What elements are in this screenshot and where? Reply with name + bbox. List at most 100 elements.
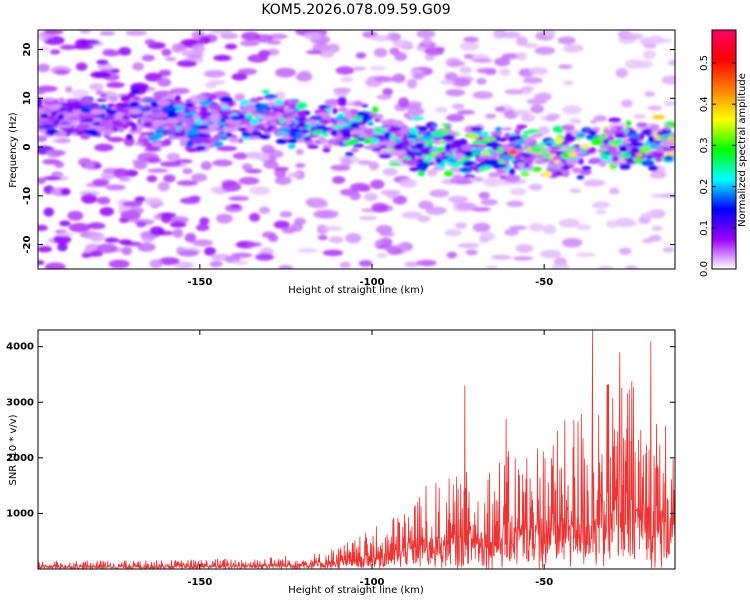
heatmap-blob xyxy=(107,136,125,143)
heatmap-blob xyxy=(322,249,344,257)
heatmap-blob xyxy=(440,79,456,85)
heatmap-blob xyxy=(421,38,433,46)
heatmap-blob xyxy=(360,133,371,139)
heatmap-blob xyxy=(569,118,582,125)
snr-y-ticks: 1000 2000 3000 4000 xyxy=(6,342,675,519)
heatmap-blob xyxy=(407,107,425,116)
heatmap-blob xyxy=(328,236,344,244)
heatmap-blob xyxy=(451,78,471,87)
heatmap-blob xyxy=(258,206,271,214)
heatmap-blob xyxy=(667,59,675,66)
heatmap-blob xyxy=(287,138,298,144)
heatmap-blob xyxy=(535,92,552,102)
heatmap-blob xyxy=(428,127,436,133)
heatmap-blob xyxy=(80,133,90,140)
heatmap-blob xyxy=(376,94,392,100)
heatmap-blob xyxy=(358,185,371,192)
heatmap-blob xyxy=(95,90,104,95)
heatmap-blob xyxy=(120,210,141,220)
heatmap-blob xyxy=(275,138,288,145)
heatmap-blob xyxy=(161,48,172,57)
heatmap-blob xyxy=(255,253,274,261)
heatmap-blob xyxy=(456,202,478,211)
heatmap-blob xyxy=(123,136,135,147)
heatmap-blob xyxy=(151,141,162,147)
heatmap-blob xyxy=(313,210,331,219)
heatmap-blob xyxy=(354,100,363,107)
heatmap-blob xyxy=(297,110,307,118)
heatmap-blob xyxy=(404,160,419,165)
heatmap-blob xyxy=(199,105,209,113)
heatmap-blob xyxy=(415,152,423,157)
heatmap-blob xyxy=(322,133,330,137)
heatmap-blob xyxy=(460,144,474,151)
heatmap-blob xyxy=(218,135,229,141)
heatmap-blob xyxy=(664,124,671,131)
heatmap-blob xyxy=(203,69,226,78)
heatmap-blob xyxy=(208,123,221,129)
x-tick-label: -150 xyxy=(187,577,212,588)
heatmap-blob xyxy=(122,115,130,119)
heatmap-blob xyxy=(57,97,66,105)
heatmap-blob xyxy=(100,171,116,180)
heatmap-blob xyxy=(241,132,252,138)
heatmap-blob xyxy=(199,217,210,226)
heatmap-blob xyxy=(464,173,472,178)
heatmap-blob xyxy=(370,35,392,42)
heatmap-blob xyxy=(475,148,485,152)
heatmap-blob xyxy=(149,226,165,236)
heatmap-blob xyxy=(472,176,484,182)
heatmap-blob xyxy=(562,105,582,115)
heatmap-blob xyxy=(144,72,163,82)
heatmap-blob xyxy=(592,201,610,209)
heatmap-blob xyxy=(589,157,602,163)
heatmap-blob xyxy=(363,138,373,145)
heatmap-blob xyxy=(43,207,55,217)
heatmap-blob xyxy=(523,42,539,49)
heatmap-blob xyxy=(382,167,398,176)
heatmap-blob xyxy=(128,108,142,115)
heatmap-blob xyxy=(225,127,238,132)
heatmap-blob xyxy=(563,80,574,86)
heatmap-blob xyxy=(520,134,530,139)
heatmap-blob xyxy=(463,53,474,59)
heatmap-blob xyxy=(616,138,623,145)
heatmap-blob xyxy=(316,124,323,131)
heatmap-blob xyxy=(375,224,393,235)
heatmap-blob xyxy=(99,94,108,98)
heatmap-blob xyxy=(468,166,480,170)
heatmap-blob xyxy=(553,159,561,164)
heatmap-blob xyxy=(629,142,644,147)
heatmap-blob xyxy=(424,54,435,61)
heatmap-blob xyxy=(237,68,257,75)
heatmap-blob xyxy=(57,242,68,252)
heatmap-blob xyxy=(43,176,61,181)
heatmap-blob xyxy=(150,101,159,108)
heatmap-blob xyxy=(218,109,231,116)
heatmap-blob xyxy=(154,132,164,139)
heatmap-blob xyxy=(297,248,318,253)
heatmap-blobs xyxy=(38,30,675,269)
heatmap-blob xyxy=(283,108,296,113)
heatmap-blob xyxy=(184,140,195,147)
heatmap-blob xyxy=(261,89,271,95)
heatmap-blob xyxy=(651,226,664,231)
heatmap-blob xyxy=(281,226,296,234)
heatmap-blob xyxy=(39,120,54,125)
heatmap-blob xyxy=(388,162,401,166)
heatmap-blob xyxy=(238,176,260,185)
heatmap-blob xyxy=(568,151,577,158)
heatmap-blob xyxy=(503,132,511,140)
heatmap-blob xyxy=(480,198,498,206)
heatmap-frame xyxy=(37,29,676,270)
snr-x-ticks: -150 -100 -50 xyxy=(187,330,553,588)
heatmap-blob xyxy=(416,30,436,39)
heatmap-blob xyxy=(149,259,163,269)
heatmap-blob xyxy=(68,116,83,120)
heatmap-blob xyxy=(373,47,388,58)
heatmap-blob xyxy=(160,213,173,224)
heatmap-blob xyxy=(166,93,175,100)
heatmap-blob xyxy=(38,90,46,95)
snr-x-axis-label: Height of straight line (km) xyxy=(288,585,424,596)
heatmap-blob xyxy=(56,124,71,129)
